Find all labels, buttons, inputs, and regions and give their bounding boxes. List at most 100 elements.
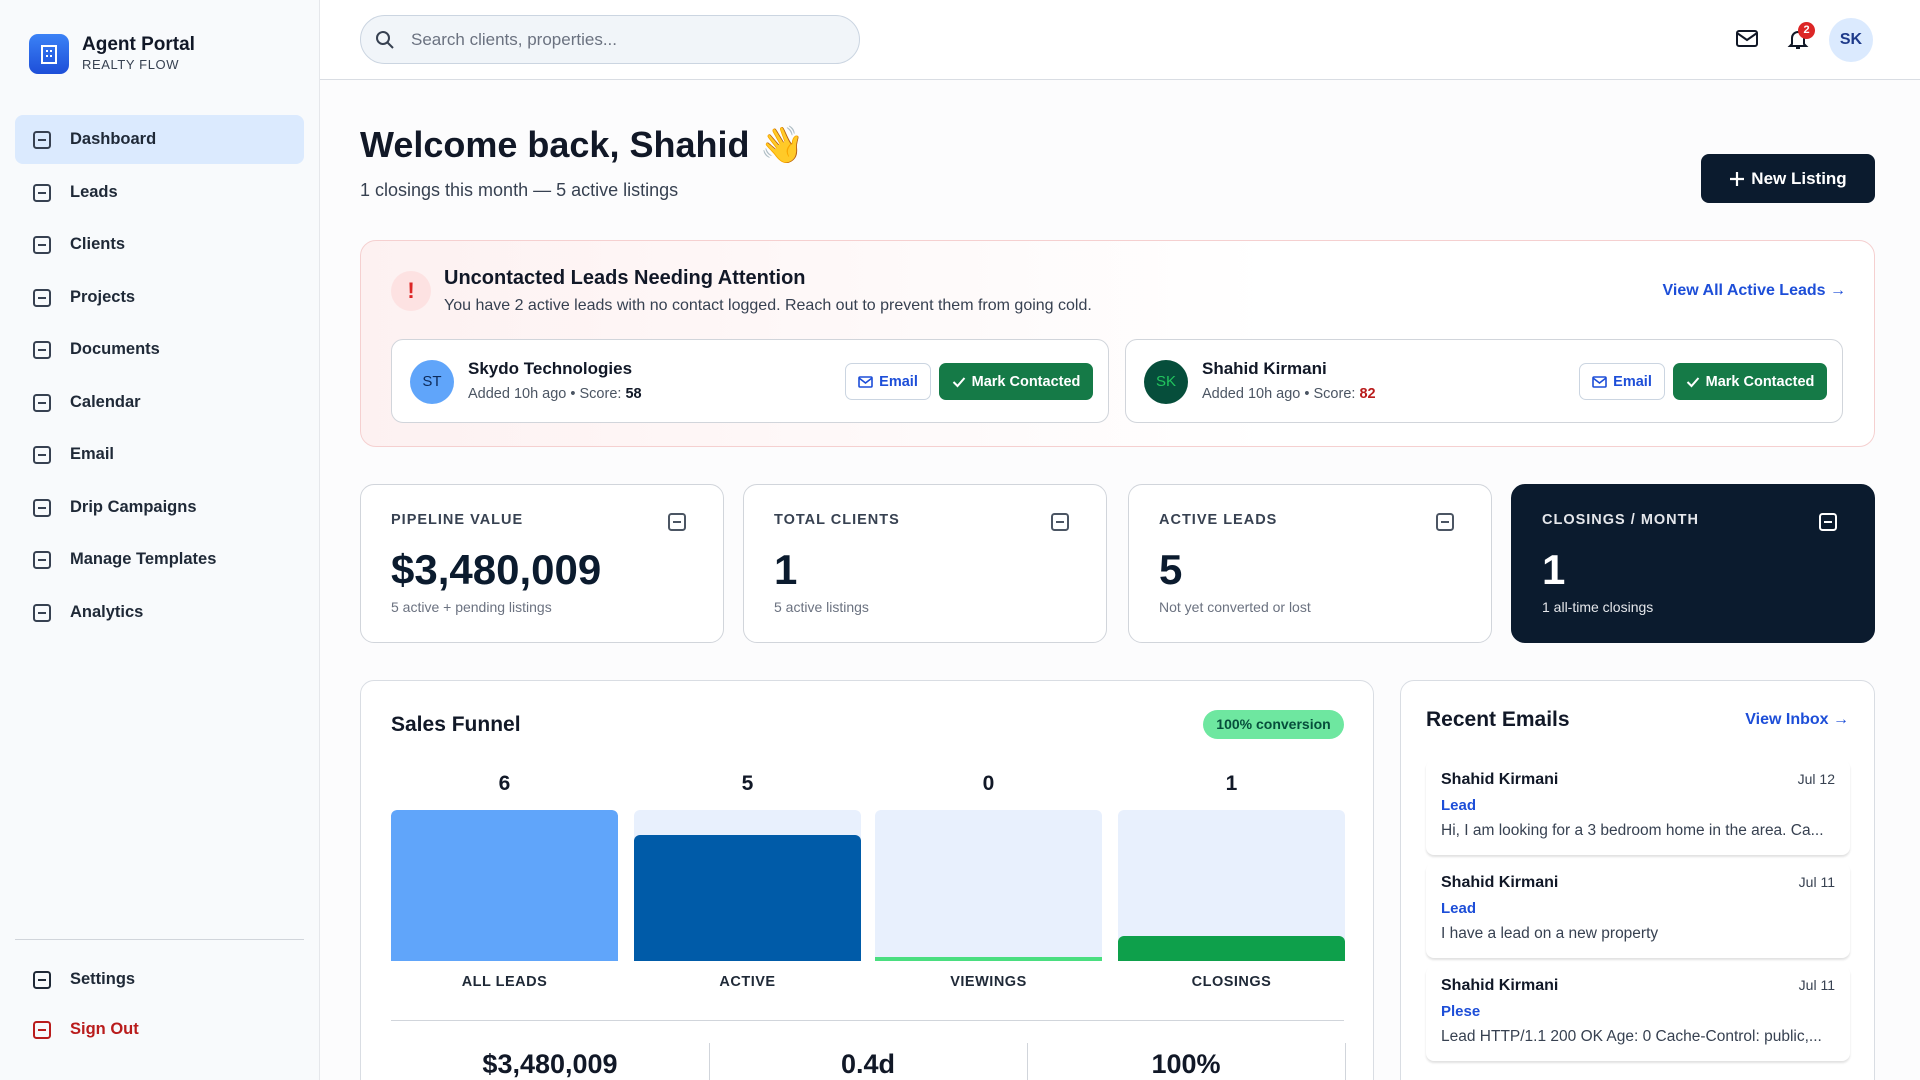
nav-item[interactable]: Projects [15,273,304,322]
nav-label: Projects [70,287,136,306]
lead-meta-row: Added 10h ago • Score: 58 [468,386,642,402]
email-button[interactable]: Email [1579,363,1665,400]
notification-badge: 2 [1798,22,1815,39]
stat-label: CLOSINGS / MONTH [1542,512,1699,528]
brand-subtitle: REALTY FLOW [82,57,180,72]
stage-value: 6 [498,772,511,795]
stat-card: CLOSINGS / MONTH 1 1 all-time closings [1511,484,1875,643]
brand-logo [29,34,69,74]
stage-bar [634,835,861,961]
search-box[interactable]: Search clients, properties... [360,15,860,64]
nav-label: Analytics [70,602,144,621]
lead-meta: Added 10h ago • Score: [468,386,622,402]
email-item[interactable]: Shahid Kirmani Jul 11 Lead I have a lead on… [1426,863,1850,958]
footer-nav-item[interactable]: Sign Out [15,1005,304,1054]
stage-bar [391,810,618,961]
nav-icon [33,551,51,569]
welcome-title: Welcome back, Shahid 👋 [360,124,805,165]
nav-item[interactable]: Manage Templates [15,535,304,584]
nav-icon [33,603,51,622]
summary-divider [1027,1043,1028,1080]
plus-icon [1730,171,1745,186]
footer-nav-icon [33,971,51,989]
envelope-icon [1592,375,1607,388]
mark-contacted-button[interactable]: Mark Contacted [1673,363,1827,400]
email-date: Jul 11 [1798,874,1835,890]
stat-icon [1436,513,1454,531]
stage-value: 5 [741,772,754,795]
nav-icon [33,236,51,254]
email-tag: Lead [1441,900,1477,917]
stat-card: ACTIVE LEADS 5 Not yet converted or lost [1128,484,1492,643]
stage-label: CLOSINGS [1191,974,1272,990]
nav-icon [33,183,51,202]
lead-name: Shahid Kirmani [1202,359,1327,378]
nav-item[interactable]: Clients [15,220,304,269]
stat-note: Not yet converted or lost [1159,599,1311,615]
email-from: Shahid Kirmani [1441,874,1559,891]
alert-title: Uncontacted Leads Needing Attention [444,267,806,289]
stage-value: 1 [1225,772,1238,795]
lead-avatar: ST [410,360,454,404]
mail-icon[interactable] [1735,28,1759,50]
email-button[interactable]: Email [845,363,931,400]
user-avatar[interactable]: SK [1829,18,1873,62]
email-from: Shahid Kirmani [1441,977,1559,994]
nav-item[interactable]: Dashboard [15,115,304,164]
nav-item[interactable]: Calendar [15,378,304,427]
email-tag: Lead [1441,797,1477,814]
envelope-icon [858,375,873,388]
funnel-card: Sales Funnel 100% conversion 6 ALL LEADS 5… [360,680,1374,1080]
stage-track [634,810,861,961]
lead-meta-row: Added 10h ago • Score: 82 [1202,386,1376,402]
nav-item[interactable]: Drip Campaigns [15,483,304,532]
top-bar: Search clients, properties... 2 SK [320,0,1920,80]
nav-item[interactable]: Analytics [15,588,304,637]
stat-value: 1 [774,546,798,593]
summary-value: 100% [1151,1049,1221,1079]
summary-value: $3,480,009 [482,1049,618,1079]
stat-value: 1 [1542,546,1566,593]
footer-nav-item[interactable]: Settings [15,955,304,1004]
nav-item[interactable]: Documents [15,325,304,374]
brand-title: Agent Portal [82,34,195,55]
inbox-link[interactable]: View Inbox → [1745,711,1849,728]
nav-label: Manage Templates [70,550,217,568]
lead-card: ST Skydo Technologies Added 10h ago • Scor… [391,339,1109,423]
stage-track [391,810,618,961]
email-item[interactable]: Shahid Kirmani Jul 12 Lead Hi, I am looking… [1426,760,1850,855]
nav-label: Leads [70,182,118,201]
email-item[interactable]: Shahid Kirmani Jul 11 Plese Lead HTTP/1.1 2… [1426,966,1850,1061]
nav-icon [33,446,51,464]
stat-note: 5 active + pending listings [391,599,552,615]
emails-title: Recent Emails [1426,708,1570,731]
new-listing-label: New Listing [1751,168,1847,188]
stat-value: 5 [1159,546,1183,593]
nav-icon [33,131,51,149]
funnel-divider [391,1020,1344,1021]
nav-item[interactable]: Leads [15,168,304,217]
nav-icon [33,341,51,359]
alert-link[interactable]: View All Active Leads → [1662,282,1846,299]
stat-label: ACTIVE LEADS [1159,512,1278,528]
alert-panel: ! Uncontacted Leads Needing Attention Yo… [360,240,1875,447]
funnel-title: Sales Funnel [391,713,521,736]
stage-label: VIEWINGS [950,974,1027,990]
nav-label: Dashboard [70,130,157,148]
sidebar-divider [15,939,304,940]
new-listing-button[interactable]: New Listing [1701,154,1875,203]
lead-card: SK Shahid Kirmani Added 10h ago • Score: 8… [1125,339,1843,423]
stat-note: 1 all-time closings [1542,599,1654,615]
welcome-subtitle: 1 closings this month — 5 active listing… [360,180,679,200]
nav-item[interactable]: Email [15,430,304,479]
nav-label: Calendar [70,392,141,411]
stage-baseline [875,957,1102,961]
summary-divider [709,1043,710,1080]
email-label: Email [879,373,918,390]
stat-icon [668,513,686,531]
nav-icon [33,498,51,517]
mark-contacted-button[interactable]: Mark Contacted [939,363,1093,400]
stat-icon [1051,513,1069,531]
stat-card: TOTAL CLIENTS 1 5 active listings [743,484,1107,643]
email-preview: Hi, I am looking for a 3 bedroom home in… [1441,822,1824,839]
